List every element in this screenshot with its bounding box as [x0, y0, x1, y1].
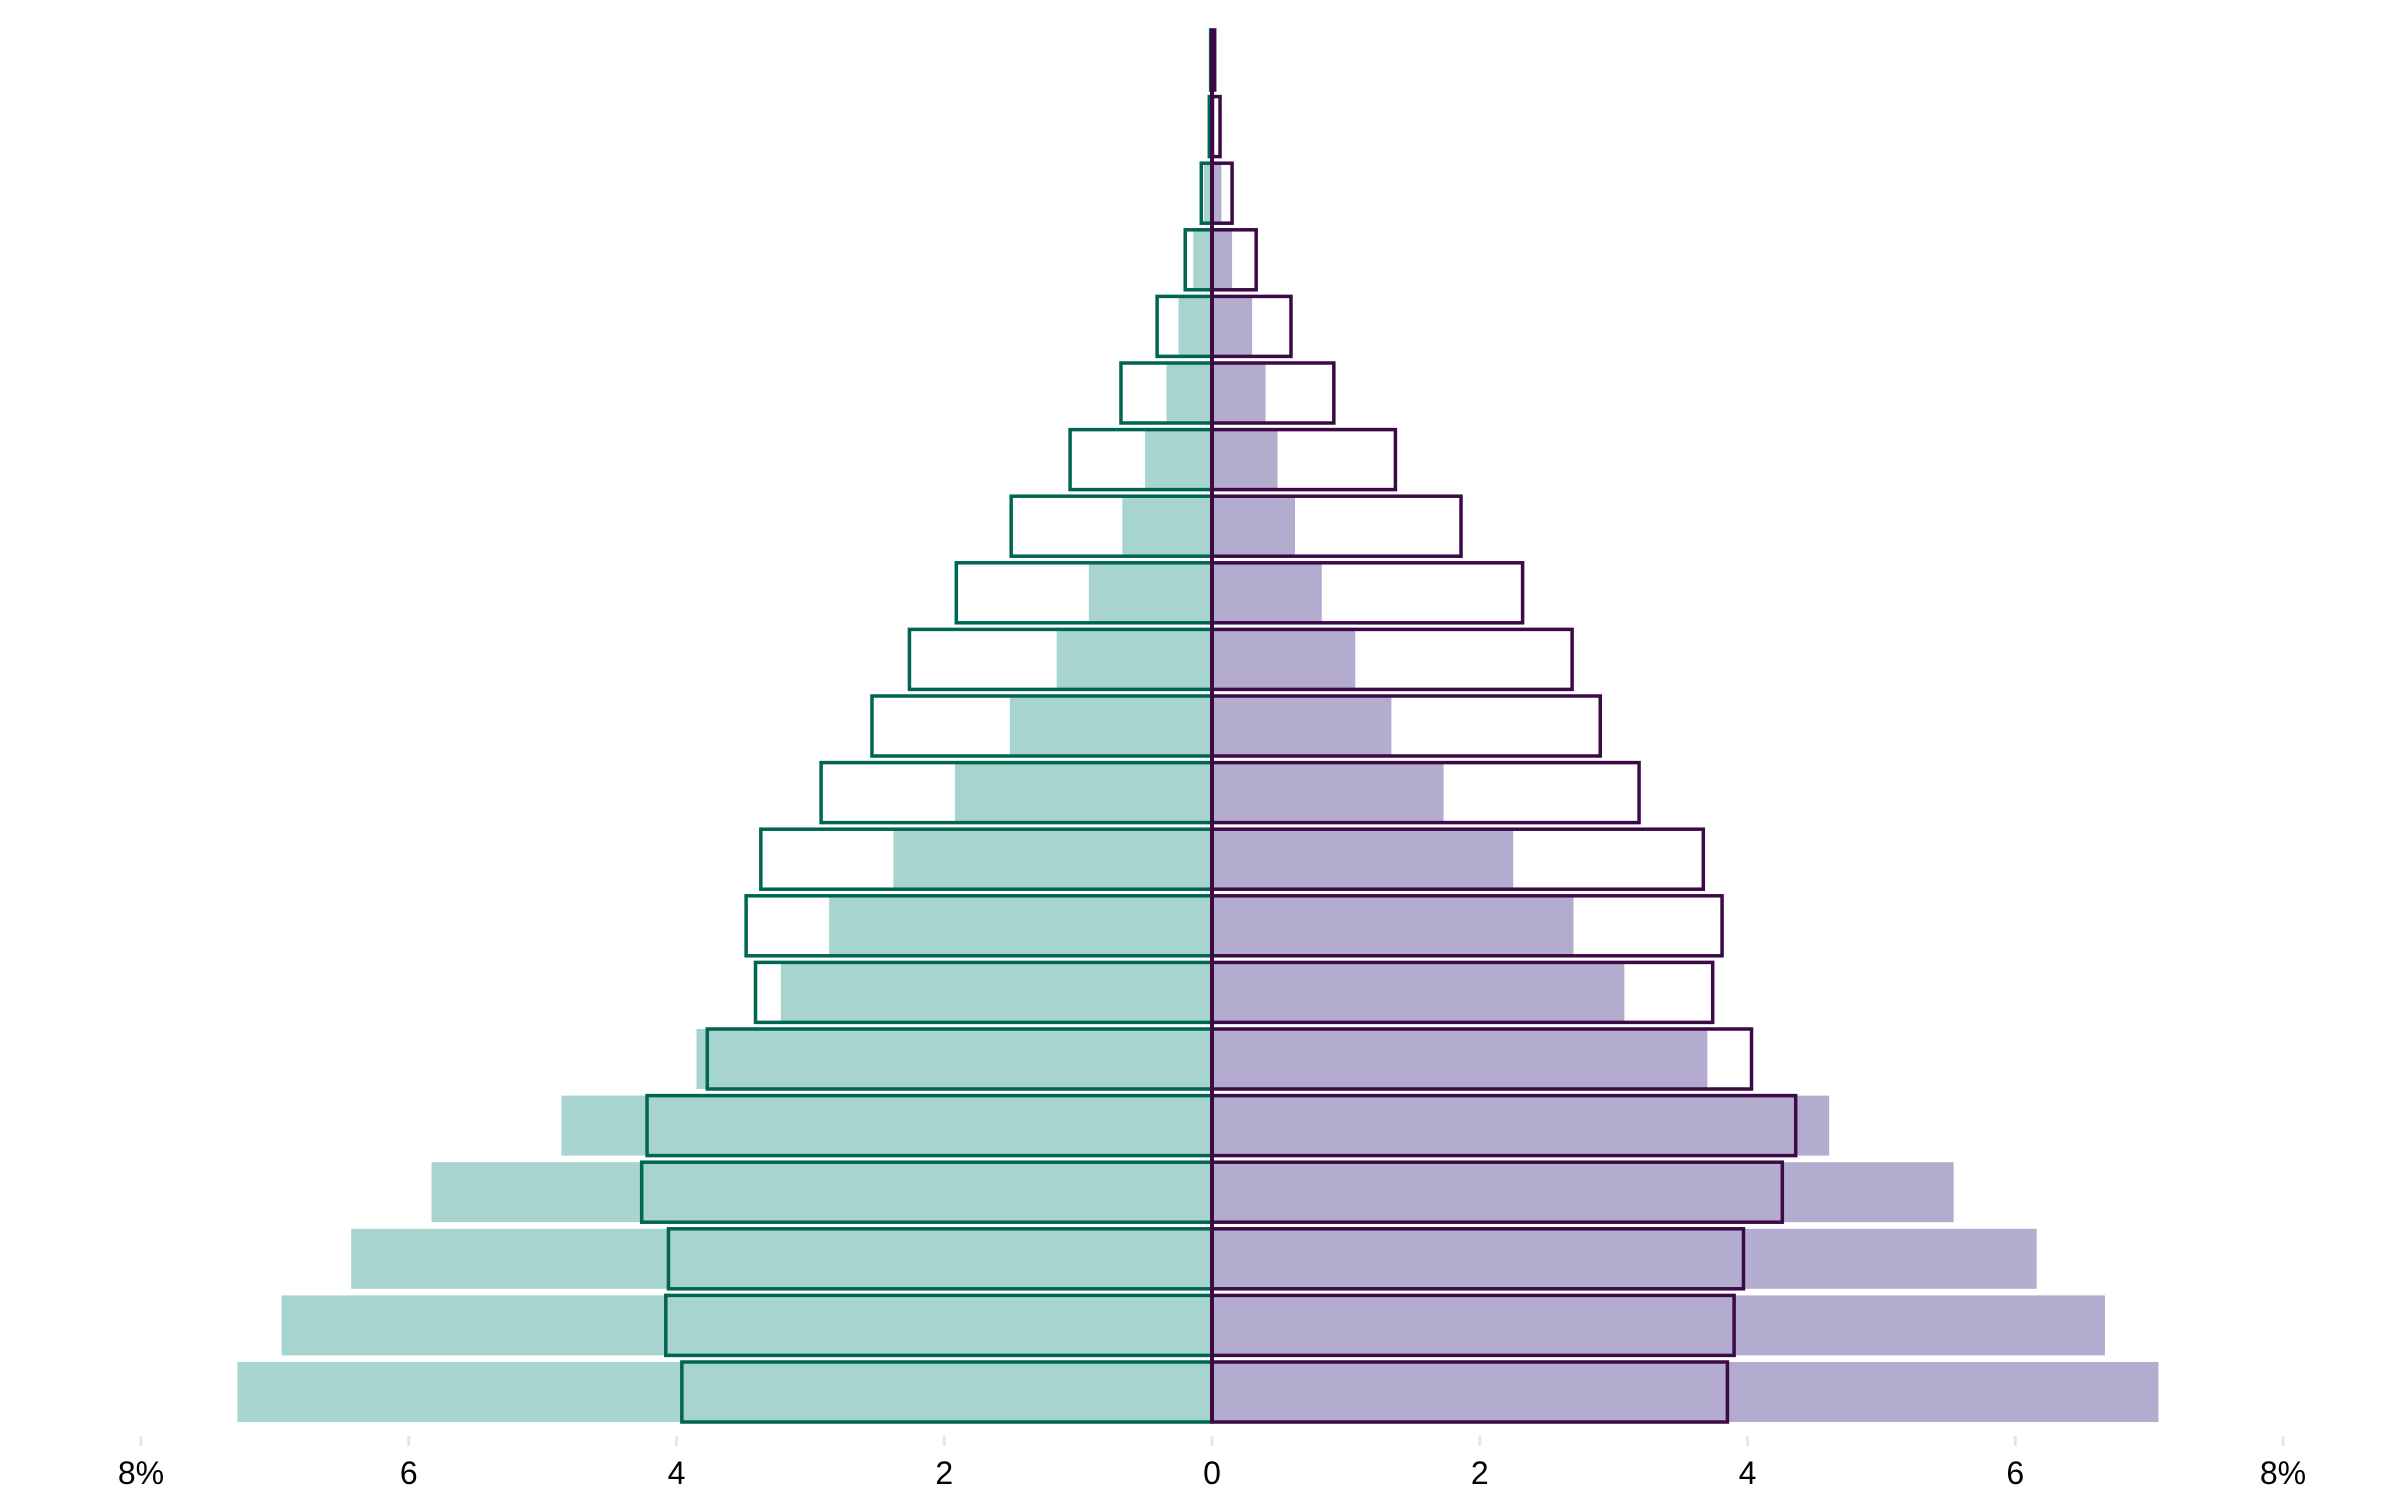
- left-filled-bar-10: [1009, 696, 1212, 756]
- left-filled-bar-12: [1088, 562, 1213, 623]
- right-filled-bar-7: [1212, 895, 1574, 956]
- x-tick-label-7: 6: [2006, 1455, 2024, 1491]
- left-filled-bar-3: [431, 1162, 1212, 1223]
- left-filled-bar-2: [351, 1228, 1212, 1289]
- right-filled-bar-1: [1212, 1295, 2105, 1356]
- right-filled-bar-9: [1212, 762, 1444, 823]
- right-filled-bar-11: [1212, 629, 1356, 690]
- left-filled-bar-18: [1203, 163, 1212, 224]
- left-filled-bar-8: [893, 829, 1212, 890]
- right-filled-bar-0: [1212, 1362, 2159, 1422]
- left-filled-bar-16: [1178, 296, 1212, 357]
- right-filled-bar-16: [1212, 296, 1253, 357]
- right-filled-bar-8: [1212, 829, 1514, 890]
- left-filled-bar-0: [237, 1362, 1212, 1422]
- filled-bars: [237, 30, 2159, 1422]
- right-filled-bar-2: [1212, 1228, 2037, 1289]
- x-tick-label-6: 4: [1739, 1455, 1757, 1491]
- x-tick-label-0: 8%: [118, 1455, 164, 1491]
- x-tick-label-1: 6: [400, 1455, 418, 1491]
- right-filled-bar-18: [1212, 163, 1222, 224]
- left-filled-bar-9: [954, 762, 1212, 823]
- left-filled-bar-17: [1193, 229, 1212, 290]
- left-filled-bar-14: [1145, 429, 1212, 490]
- left-filled-bar-7: [829, 895, 1212, 956]
- left-filled-bar-15: [1166, 363, 1212, 423]
- right-filled-bar-5: [1212, 1029, 1708, 1089]
- x-axis: 8% 6 4 2 0 2 4 6 8%: [118, 1436, 2306, 1491]
- right-filled-bar-14: [1212, 429, 1278, 490]
- left-filled-bar-4: [561, 1095, 1212, 1156]
- x-tick-label-8: 8%: [2260, 1455, 2306, 1491]
- left-filled-bar-11: [1056, 629, 1212, 690]
- x-tick-label-2: 4: [668, 1455, 686, 1491]
- right-filled-bar-3: [1212, 1162, 1954, 1223]
- x-tick-label-4: 0: [1203, 1455, 1221, 1491]
- right-filled-bar-12: [1212, 562, 1322, 623]
- left-filled-bar-5: [696, 1029, 1212, 1089]
- right-filled-bar-10: [1212, 696, 1392, 756]
- left-filled-bar-1: [281, 1295, 1212, 1356]
- x-tick-label-3: 2: [935, 1455, 953, 1491]
- right-filled-bar-15: [1212, 363, 1266, 423]
- left-filled-bar-13: [1122, 496, 1212, 557]
- right-filled-bar-6: [1212, 962, 1625, 1023]
- x-tick-label-5: 2: [1471, 1455, 1489, 1491]
- right-filled-bar-17: [1212, 229, 1233, 290]
- left-filled-bar-6: [780, 962, 1212, 1023]
- right-filled-bar-13: [1212, 496, 1295, 557]
- right-filled-bar-4: [1212, 1095, 1830, 1156]
